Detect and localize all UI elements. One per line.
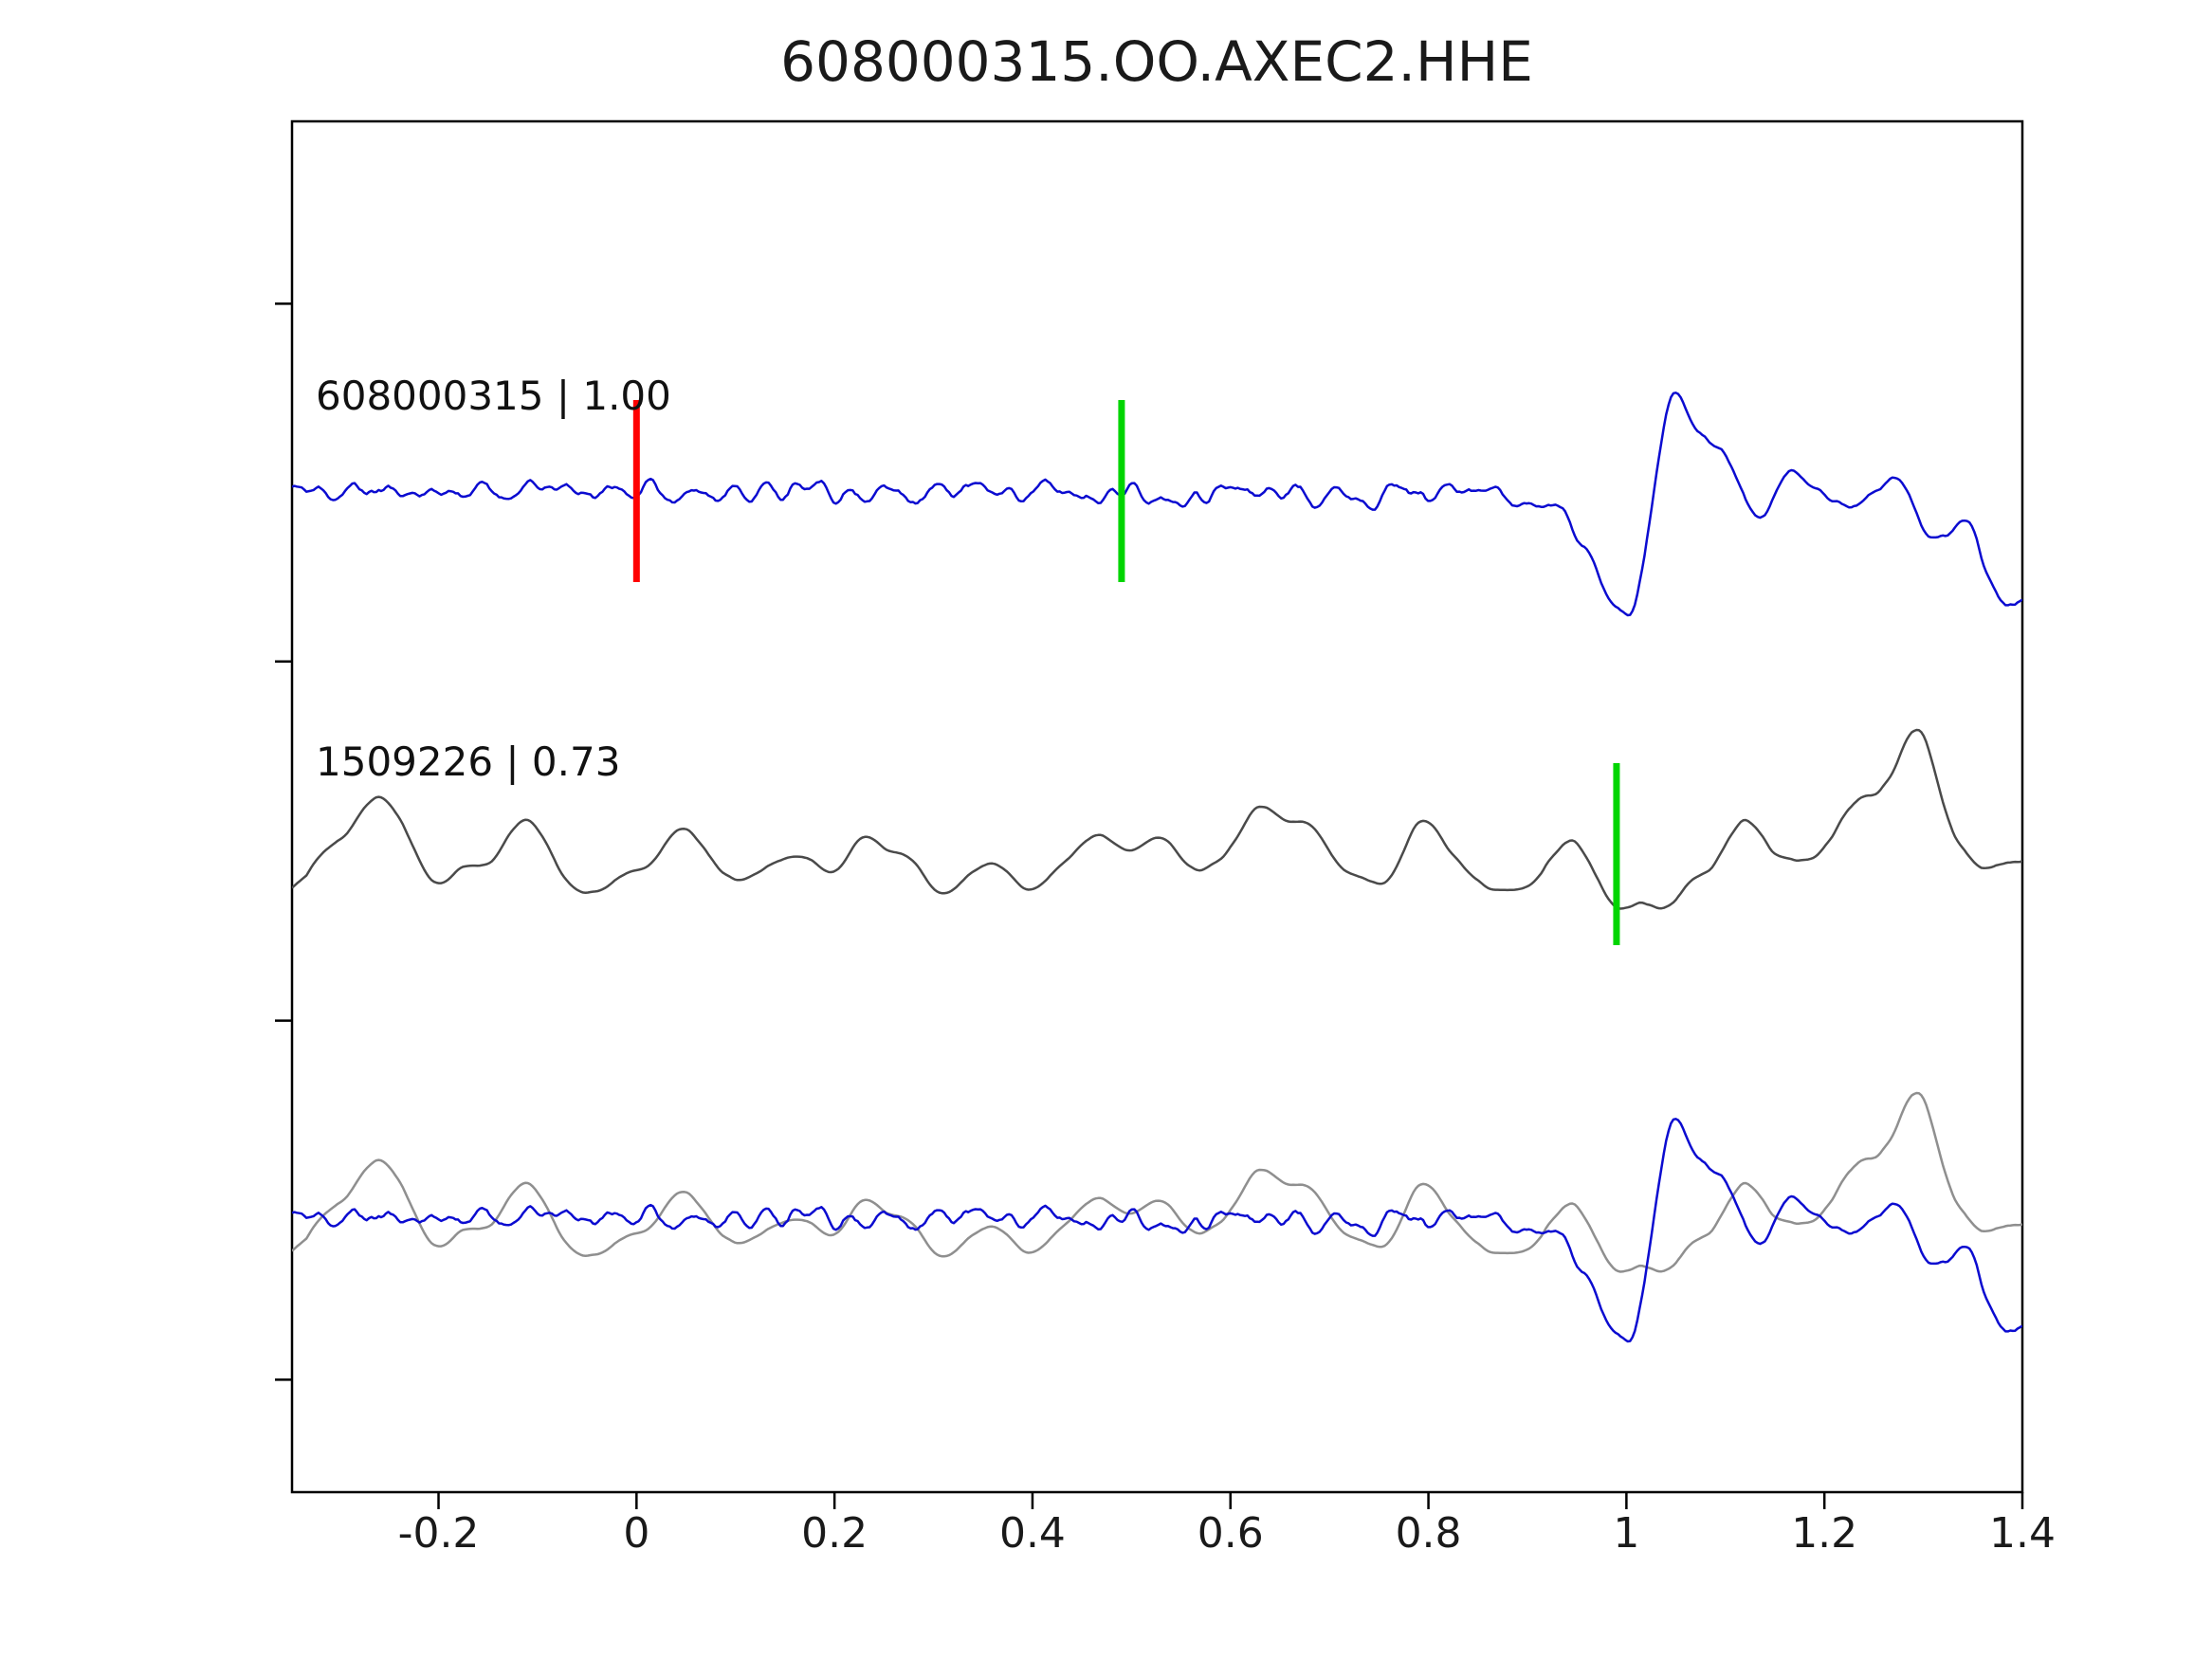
plot-area-border bbox=[290, 119, 2024, 1494]
template-trace-label: 608000315 | 1.00 bbox=[316, 373, 671, 419]
x-tick-label: 1.4 bbox=[1989, 1509, 2056, 1558]
y-axis-ticks bbox=[275, 302, 292, 1381]
pick-markers bbox=[632, 400, 1620, 945]
overlay-template-waveform bbox=[292, 1118, 2022, 1343]
template-waveform bbox=[292, 392, 2022, 617]
overlay-matched-waveform bbox=[292, 1091, 2022, 1273]
x-tick-label: 0 bbox=[623, 1509, 649, 1558]
x-tick-label: 0.2 bbox=[801, 1509, 868, 1558]
matched-trace-label: 1509226 | 0.73 bbox=[316, 738, 620, 785]
x-tick-label: 0.8 bbox=[1396, 1509, 1462, 1558]
x-tick-label: 1 bbox=[1613, 1509, 1639, 1558]
x-tick-label: 1.2 bbox=[1791, 1509, 1857, 1558]
figure-title: 608000315.OO.AXEC2.HHE bbox=[780, 29, 1533, 94]
x-tick-label: 0.6 bbox=[1197, 1509, 1264, 1558]
matched-waveform bbox=[292, 728, 2022, 910]
x-axis-tick-labels: -0.2 0 0.2 0.4 0.6 0.8 1 1.2 1.4 bbox=[398, 1509, 2056, 1558]
x-tick-label: 0.4 bbox=[999, 1509, 1066, 1558]
x-axis-ticks bbox=[437, 1492, 2024, 1509]
x-tick-label: -0.2 bbox=[398, 1509, 480, 1558]
waveform-traces bbox=[292, 392, 2022, 1343]
